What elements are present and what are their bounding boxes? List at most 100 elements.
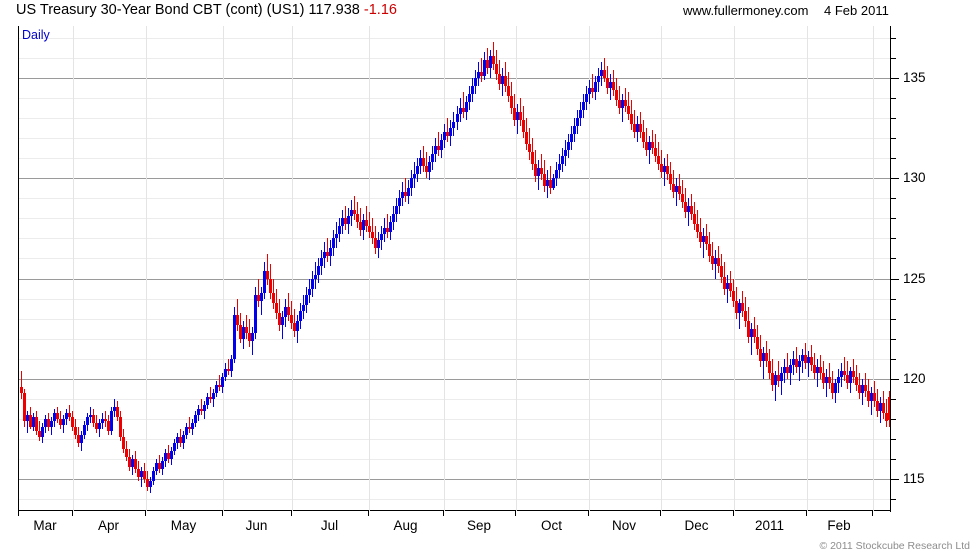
chart-plot-area <box>18 26 891 511</box>
y-axis-tick <box>890 158 896 159</box>
x-axis-tick-label: May <box>170 518 197 533</box>
x-axis-tick-label: 2011 <box>754 518 785 533</box>
gridline-major <box>19 178 891 179</box>
instrument-title: US Treasury 30-Year Bond CBT (cont) (US1… <box>16 2 360 18</box>
gridline-minor <box>19 238 891 239</box>
gridline-minor <box>19 218 891 219</box>
y-axis-tick <box>890 198 896 199</box>
x-axis-tick <box>660 511 661 516</box>
website-label: www.fullermoney.com <box>683 3 809 18</box>
gridline-month <box>444 26 445 511</box>
gridline-month <box>661 26 662 511</box>
gridline-month <box>734 26 735 511</box>
y-axis-tick <box>890 479 899 480</box>
gridline-minor <box>19 359 891 360</box>
y-axis-tick <box>890 58 896 59</box>
x-axis-tick <box>588 511 589 516</box>
y-axis-line <box>890 26 891 512</box>
x-axis-tick-label: Jun <box>245 518 268 533</box>
x-axis-tick <box>515 511 516 516</box>
gridline-minor <box>19 118 891 119</box>
y-axis-tick-label: 120 <box>903 371 926 386</box>
gridline-month <box>516 26 517 511</box>
y-axis-tick <box>890 359 896 360</box>
gridline-minor <box>19 258 891 259</box>
gridline-minor <box>19 339 891 340</box>
x-axis-tick-label: Apr <box>97 518 119 533</box>
y-axis-tick <box>890 98 896 99</box>
gridline-minor <box>19 439 891 440</box>
gridline-minor <box>19 138 891 139</box>
y-axis-tick-label: 115 <box>903 471 925 486</box>
gridline-month <box>589 26 590 511</box>
x-axis-tick-label: Feb <box>827 518 851 533</box>
gridline-month <box>146 26 147 511</box>
gridline-minor <box>19 319 891 320</box>
gridline-month <box>73 26 74 511</box>
gridline-minor <box>19 38 891 39</box>
gridline-minor <box>19 158 891 159</box>
gridline-minor <box>19 58 891 59</box>
gridline-minor <box>19 499 891 500</box>
gridline-minor <box>19 419 891 420</box>
gridline-major <box>19 279 891 280</box>
gridline-major <box>19 479 891 480</box>
gridline-major <box>19 78 891 79</box>
y-axis-tick <box>890 279 899 280</box>
y-axis-tick <box>890 78 899 79</box>
y-axis-tick-label: 125 <box>903 271 926 286</box>
y-axis-tick-label: 130 <box>903 170 926 185</box>
x-axis-tick <box>291 511 292 516</box>
y-axis-tick <box>890 379 899 380</box>
y-axis-tick <box>890 138 896 139</box>
page-title: US Treasury 30-Year Bond CBT (cont) (US1… <box>16 2 397 18</box>
x-axis-tick <box>872 511 873 516</box>
gridline-month <box>807 26 808 511</box>
gridline-major <box>19 379 891 380</box>
gridline-month <box>369 26 370 511</box>
y-axis-tick <box>890 439 896 440</box>
x-axis-tick-label: Sep <box>466 518 492 533</box>
y-axis-tick-label: 135 <box>903 70 926 85</box>
y-axis-tick <box>890 399 896 400</box>
price-change: -1.16 <box>363 2 397 18</box>
gridline-minor <box>19 98 891 99</box>
x-axis-tick <box>368 511 369 516</box>
x-axis-tick <box>806 511 807 516</box>
y-axis-tick <box>890 218 896 219</box>
x-axis-tick-label: Aug <box>393 518 418 533</box>
x-axis-tick <box>145 511 146 516</box>
gridline-minor <box>19 399 891 400</box>
gridline-minor <box>19 198 891 199</box>
candlestick-series <box>19 26 891 510</box>
x-axis-tick-label: Nov <box>611 518 636 533</box>
y-axis-tick <box>890 118 896 119</box>
y-axis-tick <box>890 419 896 420</box>
y-axis-tick <box>890 258 896 259</box>
x-axis-tick <box>733 511 734 516</box>
y-axis-tick <box>890 319 896 320</box>
x-axis-tick-label: Mar <box>33 518 57 533</box>
gridline-minor <box>19 459 891 460</box>
x-axis-tick-label: Jul <box>320 518 339 533</box>
y-axis-tick <box>890 499 896 500</box>
y-axis-tick <box>890 178 899 179</box>
x-axis-tick <box>72 511 73 516</box>
x-axis-tick <box>18 511 19 516</box>
y-axis-tick <box>890 459 896 460</box>
header: US Treasury 30-Year Bond CBT (cont) (US1… <box>0 0 980 22</box>
x-axis-tick-label: Oct <box>540 518 562 533</box>
gridline-month <box>292 26 293 511</box>
x-axis-tick <box>222 511 223 516</box>
gridline-minor <box>19 299 891 300</box>
x-axis-tick-label: Dec <box>684 518 709 533</box>
gridline-month <box>223 26 224 511</box>
y-axis-tick <box>890 38 896 39</box>
x-axis-tick <box>443 511 444 516</box>
y-axis-tick <box>890 299 896 300</box>
frequency-label: Daily <box>22 28 50 42</box>
gridline-month <box>873 26 874 511</box>
copyright-notice: © 2011 Stockcube Research Ltd <box>819 540 970 552</box>
date-label: 4 Feb 2011 <box>824 3 889 18</box>
